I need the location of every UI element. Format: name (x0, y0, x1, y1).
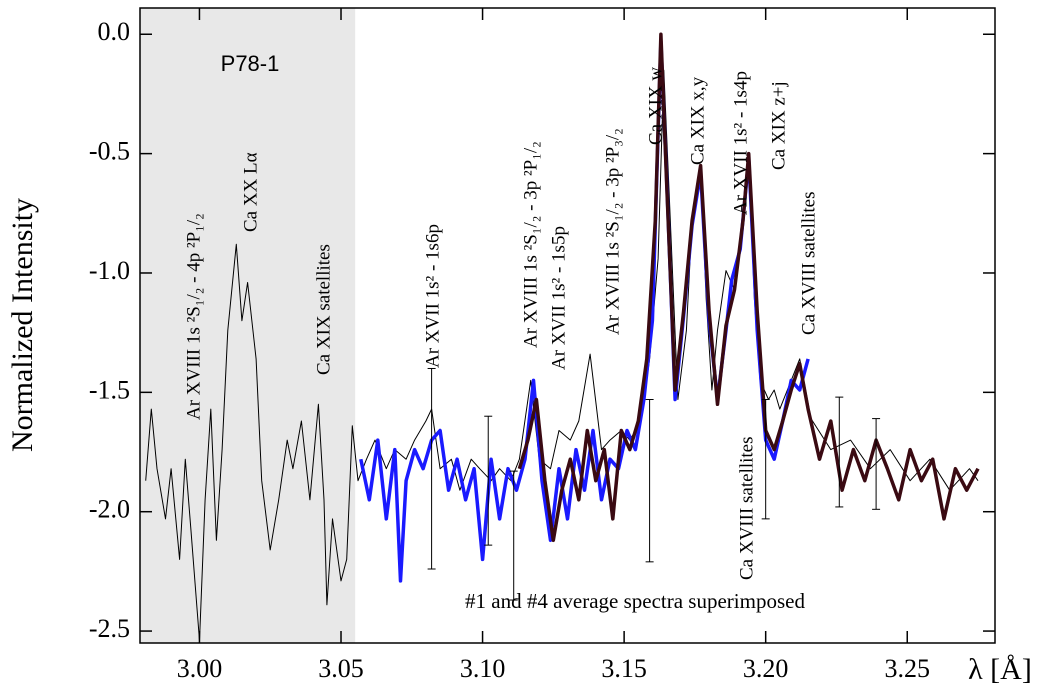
error-bar (484, 415, 493, 546)
x-tick-label: 3.10 (460, 654, 506, 683)
line-annotation: Ar XVII 1s² - 1s4p (730, 71, 751, 215)
line-annotation: Ca XVIII satellites (798, 191, 819, 335)
y-tick-label: 0.0 (98, 17, 131, 46)
line-annotation: Ar XVIII 1s ²S₁/₂ - 4p ²P₁/₂ (183, 213, 204, 420)
y-tick-label: -0.5 (89, 137, 130, 166)
line-annotation: Ca XIX satellites (313, 244, 334, 375)
line-annotation: Ca XIX w (645, 67, 666, 145)
line-annotation: Ca XIX z+j (768, 81, 789, 170)
note: #1 and #4 average spectra superimposed (465, 589, 805, 613)
plot-frame (139, 7, 996, 644)
line-annotation: Ca XX Lα (240, 152, 261, 232)
line-annotation: Ar XVIII 1s ²S₁/₂ - 3p ²P₃/₂ (602, 128, 623, 335)
x-tick-label: 3.20 (743, 654, 789, 683)
line-annotation: Ar XVII 1s² - 1s5p (548, 226, 569, 370)
x-axis-label: λ [Å] (968, 653, 1032, 686)
x-tick-label: 3.05 (318, 654, 364, 683)
line-annotation: Ar XVIII 1s ²S₁/₂ - 3p ²P₁/₂ (520, 141, 541, 348)
x-tick-label: 3.15 (601, 654, 647, 683)
y-tick-label: -1.5 (89, 375, 130, 404)
y-tick-label: -1.0 (89, 256, 130, 285)
line-annotation: Ar XVII 1s² - 1s6p (422, 224, 443, 368)
error-bar (645, 399, 654, 563)
line-annotation: Ca XIX x,y (687, 76, 708, 165)
y-axis-label: Normalized Intensity (6, 198, 39, 452)
panel-label: P78-1 (221, 51, 280, 76)
error-bar (835, 396, 844, 508)
shaded-region (140, 8, 356, 643)
x-tick-label: 3.00 (177, 654, 223, 683)
error-bar (427, 367, 436, 570)
line-annotation: Ca XVIII satellites (736, 436, 757, 580)
spectrum-line (517, 32, 980, 543)
error-bar (509, 470, 518, 601)
error-bar (761, 399, 770, 520)
y-tick-label: -2.0 (89, 495, 130, 524)
y-tick-label: -2.5 (89, 614, 130, 643)
error-bar (872, 418, 881, 510)
x-tick-label: 3.25 (884, 654, 930, 683)
